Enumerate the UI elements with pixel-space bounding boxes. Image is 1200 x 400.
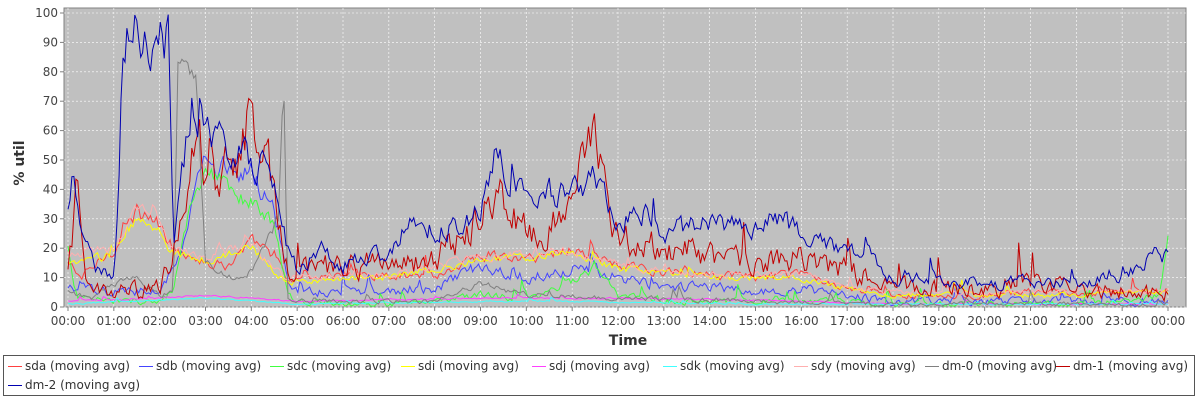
y-axis-label: % util xyxy=(12,140,28,185)
y-tick-label: 80 xyxy=(43,65,58,79)
x-tick-label: 02:00 xyxy=(142,314,177,328)
legend-swatch xyxy=(794,365,808,367)
legend-item: dm-0 (moving avg) xyxy=(925,357,1057,375)
y-tick-label: 70 xyxy=(43,94,58,108)
x-tick-label: 11:00 xyxy=(555,314,590,328)
y-tick-label: 20 xyxy=(43,241,58,255)
x-tick-label: 01:00 xyxy=(97,314,132,328)
legend-item: dm-1 (moving avg) xyxy=(1056,357,1188,375)
series-line-8 xyxy=(67,97,1169,303)
line-chart: 0 10 20 30 40 50 60 70 80 90 100 00:00 01:00 02:00 03… xyxy=(12,6,1187,349)
x-tick-label: 12:00 xyxy=(601,314,636,328)
series-line-7 xyxy=(67,58,1169,307)
legend-item: sdi (moving avg) xyxy=(401,357,519,375)
x-tick-label: 14:00 xyxy=(692,314,727,328)
legend-item: dm-2 (moving avg) xyxy=(8,376,140,394)
series-line-9 xyxy=(67,14,1169,292)
legend-swatch xyxy=(270,365,284,367)
x-tick-label: 16:00 xyxy=(784,314,819,328)
legend-label: sda (moving avg) xyxy=(25,359,130,373)
y-tick-label: 10 xyxy=(43,271,58,285)
x-tick-label: 06:00 xyxy=(326,314,361,328)
legend-swatch xyxy=(8,384,22,386)
x-tick-label: 00:00 xyxy=(51,314,86,328)
x-tick-label: 09:00 xyxy=(463,314,498,328)
legend-swatch xyxy=(139,365,153,367)
series-line-6 xyxy=(67,203,1169,297)
x-axis-label: Time xyxy=(609,333,647,349)
y-tick-label: 30 xyxy=(43,212,58,226)
y-tick-label: 50 xyxy=(43,153,58,167)
x-tick-label: 17:00 xyxy=(830,314,865,328)
legend-label: sdj (moving avg) xyxy=(549,359,650,373)
legend-item: sdc (moving avg) xyxy=(270,357,391,375)
legend-label: sdi (moving avg) xyxy=(418,359,519,373)
x-tick-label: 13:00 xyxy=(647,314,682,328)
x-tick-label: 18:00 xyxy=(876,314,911,328)
series-line-3 xyxy=(67,217,1169,299)
x-tick-label: 22:00 xyxy=(1059,314,1094,328)
legend-item: sdy (moving avg) xyxy=(794,357,916,375)
x-tick-label: 23:00 xyxy=(1105,314,1140,328)
legend-swatch xyxy=(401,365,415,367)
x-tick-label: 08:00 xyxy=(417,314,452,328)
legend-label: sdc (moving avg) xyxy=(287,359,392,373)
x-tick-label: 10:00 xyxy=(509,314,544,328)
legend-label: dm-1 (moving avg) xyxy=(1073,359,1189,373)
legend-item: sdj (moving avg) xyxy=(532,357,650,375)
series-lines xyxy=(67,14,1169,307)
x-tick-label: 03:00 xyxy=(188,314,223,328)
legend-swatch xyxy=(663,365,677,367)
series-line-5 xyxy=(67,296,1169,306)
x-tick-label: 04:00 xyxy=(234,314,269,328)
x-tick-label: 21:00 xyxy=(1013,314,1048,328)
plot-area xyxy=(63,7,1187,308)
y-tick-label: 100 xyxy=(35,6,58,20)
y-tick-label: 60 xyxy=(43,124,58,138)
x-tick-label: 15:00 xyxy=(738,314,773,328)
x-axis-ticks: 00:00 01:00 02:00 03:00 04:00 05:00 06:00 07:00… xyxy=(51,307,1186,328)
x-tick-label: 20:00 xyxy=(967,314,1002,328)
x-tick-label: 00:00 xyxy=(1151,314,1186,328)
y-tick-label: 40 xyxy=(43,182,58,196)
chart-legend: sda (moving avg) sdb (moving avg) sdc (mov… xyxy=(3,355,1195,396)
y-tick-label: 90 xyxy=(43,35,58,49)
legend-label: dm-2 (moving avg) xyxy=(25,378,141,392)
legend-item: sdk (moving avg) xyxy=(663,357,785,375)
legend-swatch xyxy=(8,365,22,367)
legend-item: sdb (moving avg) xyxy=(139,357,261,375)
legend-label: sdk (moving avg) xyxy=(680,359,785,373)
legend-label: sdy (moving avg) xyxy=(811,359,916,373)
legend-swatch xyxy=(532,365,546,367)
x-tick-label: 19:00 xyxy=(922,314,957,328)
legend-swatch xyxy=(925,365,939,367)
x-tick-label: 05:00 xyxy=(280,314,315,328)
y-tick-label: 0 xyxy=(50,300,58,314)
legend-label: dm-0 (moving avg) xyxy=(942,359,1058,373)
y-axis-ticks: 0 10 20 30 40 50 60 70 80 90 100 xyxy=(35,6,64,314)
legend-label: sdb (moving avg) xyxy=(156,359,262,373)
legend-item: sda (moving avg) xyxy=(8,357,130,375)
x-tick-label: 07:00 xyxy=(372,314,407,328)
legend-swatch xyxy=(1056,365,1070,367)
